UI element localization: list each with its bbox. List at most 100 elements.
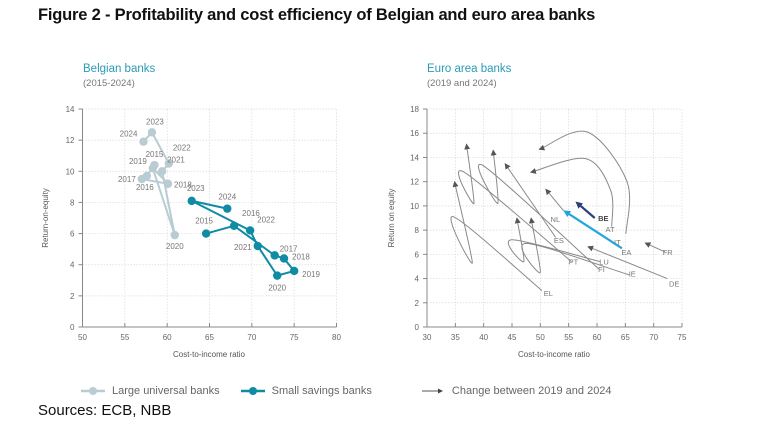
belgian-y-tick-label: 0 [70,323,75,332]
arrow-nl [545,188,564,212]
euro-y-tick-label: 0 [415,323,420,332]
country-label-de: DE [669,279,679,288]
belgian-banks-chart: 50 55 60 65 70 75 80 0 2 4 6 8 10 12 14 Cost-to-income… [41,105,341,359]
small-banks-point-2016 [229,221,239,230]
country-label-fi: FI [598,265,605,274]
large-banks-point-2018 [163,179,173,188]
euro-y-tick-label: 8 [415,226,420,235]
euro-x-tick-label: 75 [678,333,687,342]
euro-y-axis-title: Return on equity [387,189,396,248]
belgian-x-tick-label: 70 [247,333,256,342]
large-banks-label-2020: 2020 [166,242,184,251]
large-banks-point-2019 [148,163,157,173]
euro-x-tick-label: 45 [508,333,517,342]
belgian-x-tick-label: 50 [78,333,87,342]
sources-note: Sources: ECB, NBB [38,402,172,419]
small-banks-point-2021 [253,241,262,251]
euro-x-tick-label: 65 [621,333,630,342]
country-label-be: BE [598,214,608,223]
country-label-lu: LU [599,258,609,267]
belgian-grid [82,108,337,327]
euro-axes: 30 35 40 45 50 55 60 65 70 75 0 2 4 6 8 10 12 14 16 18 [410,105,687,342]
small-banks-point-2023 [187,196,196,206]
belgian-y-tick-label: 6 [70,230,75,239]
legend-label-small-banks: Small savings banks [271,385,372,397]
belgian-x-axis-title: Cost-to-income ratio [173,350,246,359]
belgian-y-tick-label: 14 [66,105,75,114]
small-banks-label-2019: 2019 [302,270,320,279]
country-label-el: EL [544,289,553,298]
small-banks-label-2018: 2018 [292,252,310,261]
large-banks-label-2023: 2023 [146,117,164,126]
arrow-es [504,163,557,238]
euro-panel-subtitle: (2019 and 2024) [427,78,497,89]
arrow-de [587,245,668,280]
legend: Large universal banks Small savings bank… [80,382,632,400]
country-label-ie: IE [629,270,636,279]
small-banks-label-2015: 2015 [195,217,213,226]
belgian-series: 2015201620172018201920202021202220232024… [118,117,321,292]
belgian-x-tick-label: 75 [290,333,299,342]
legend-label-change: Change between 2019 and 2024 [451,385,612,397]
arrow-it [538,130,631,234]
euro-x-tick-label: 35 [451,333,460,342]
euro-x-tick-label: 60 [593,333,602,342]
euro-y-tick-label: 18 [410,105,419,114]
small-banks-point-2019 [289,266,299,276]
small-banks-point-2018 [279,254,289,263]
euro-x-tick-label: 40 [479,333,488,342]
large-banks-label-2024: 2024 [120,130,138,139]
belgian-y-tick-label: 2 [70,292,75,301]
legend-item-small-banks: Small savings banks [240,385,372,397]
euro-y-tick-label: 2 [415,299,420,308]
small-banks-label-2020: 2020 [268,284,286,293]
belgian-panel-subtitle: (2015-2024) [83,78,135,89]
belgian-x-tick-label: 65 [205,333,214,342]
large-banks-label-2019: 2019 [129,157,147,166]
small-banks-label-2022: 2022 [257,215,275,224]
small-banks-point-2022 [245,226,255,235]
legend-label-large-banks: Large universal banks [112,385,220,397]
large-banks-label-2021: 2021 [167,155,185,164]
country-label-it: IT [614,238,621,247]
belgian-y-tick-label: 8 [70,198,75,207]
arrow-pt [458,143,572,262]
large-banks-point-2022 [164,159,174,168]
belgian-x-tick-label: 80 [332,333,341,342]
country-label-ea: EA [621,248,631,257]
euro-x-tick-label: 70 [649,333,658,342]
large-banks-label-2017: 2017 [118,175,136,184]
small-banks-label-2016: 2016 [242,209,260,218]
large-banks-point-2024 [139,137,148,146]
belgian-y-axis-title: Return-on-equity [41,188,50,248]
small-banks-point-2017 [270,251,279,260]
euro-x-tick-label: 50 [536,333,545,342]
euro-x-axis-title: Cost-to-income ratio [518,350,591,359]
belgian-x-tick-label: 60 [163,333,172,342]
country-label-es: ES [554,236,564,245]
legend-item-large-banks: Large universal banks [80,385,220,397]
euro-y-tick-label: 4 [415,275,420,284]
arrow-ea [563,210,623,250]
euro-y-tick-label: 14 [410,153,419,162]
small-banks-label-2023: 2023 [187,184,205,193]
arrow-right-icon [421,388,443,394]
arrow-be [575,201,596,219]
arrow-fr [644,242,666,253]
euro-x-tick-label: 30 [423,333,432,342]
euro-y-tick-label: 6 [415,250,420,259]
large-banks-label-2015: 2015 [146,150,164,159]
arrow-lu [507,217,600,263]
arrow-el [450,180,543,292]
small-banks-line [191,199,296,277]
legend-marker-small-banks [240,387,265,395]
large-banks-point-2021 [157,167,167,176]
small-banks-label-2017: 2017 [280,244,298,253]
figure-title: Figure 2 - Profitability and cost effici… [38,6,596,24]
small-banks-label-2024: 2024 [218,193,236,202]
country-label-nl: NL [551,215,561,224]
belgian-y-tick-label: 10 [66,167,75,176]
euro-panel-title: Euro area banks [427,63,512,75]
